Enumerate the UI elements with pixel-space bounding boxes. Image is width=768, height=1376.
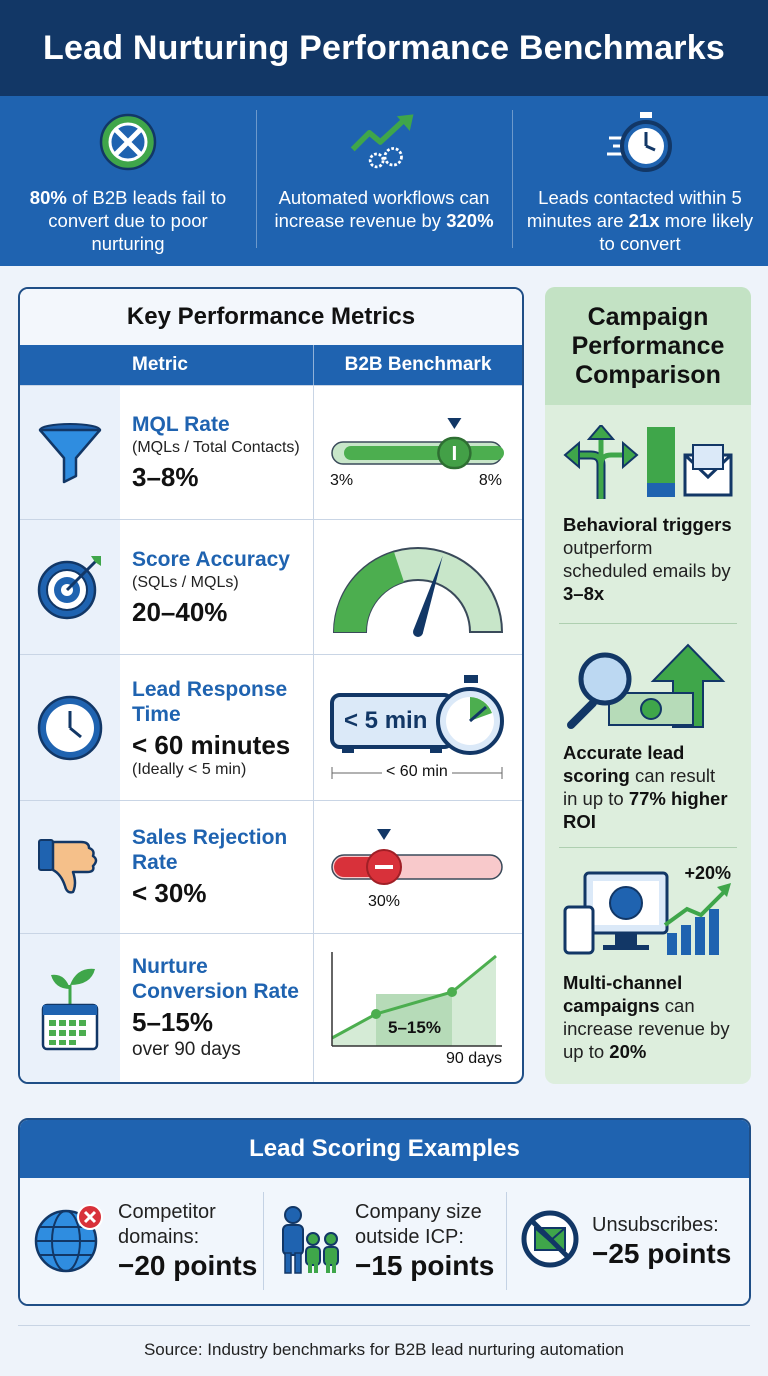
plant-calendar-icon xyxy=(20,934,120,1082)
score-points: −20 points xyxy=(118,1250,258,1281)
branching-arrows-icon xyxy=(563,425,733,501)
mql-range-slider: 3% 8% xyxy=(314,386,522,519)
response-timer-visual: < 5 min < 60 min xyxy=(314,655,522,800)
clock-icon xyxy=(20,655,120,800)
devices-growth-icon: +20% xyxy=(563,863,733,959)
metric-name: Score Accuracy xyxy=(132,547,290,571)
stat-text: 80% of B2B leads fail to convert due to … xyxy=(29,187,227,254)
metric-sub: over 90 days xyxy=(132,1039,241,1060)
revenue-badge: +20% xyxy=(684,863,731,883)
metric-value: 20–40% xyxy=(132,596,228,627)
globe-blocked-icon xyxy=(34,1203,106,1280)
score-unsubscribes: Unsubscribes: −25 points xyxy=(506,1178,749,1304)
accuracy-gauge xyxy=(314,520,522,654)
lead-scoring-title: Lead Scoring Examples xyxy=(20,1120,749,1178)
people-icon xyxy=(277,1203,343,1280)
score-points: −15 points xyxy=(355,1250,495,1281)
side-item-multichannel: +20% Multi-channel campaigns can increas… xyxy=(545,863,751,1063)
magnifier-money-arrow-icon xyxy=(563,639,733,729)
col-metric-header: Metric xyxy=(20,345,314,385)
campaign-comparison-card: Campaign Performance Comparison Behavior… xyxy=(545,287,751,1084)
growth-gears-icon xyxy=(349,110,419,174)
conversion-band-label: 5–15% xyxy=(388,1018,441,1037)
metric-name: Nurture Conversion Rate xyxy=(132,955,299,1003)
no-email-icon xyxy=(520,1209,580,1274)
metric-value: < 30% xyxy=(132,878,207,908)
lead-scoring-card: Lead Scoring Examples Competitor domains… xyxy=(18,1118,751,1306)
metric-name: MQL Rate xyxy=(132,413,230,436)
metric-value: 5–15% xyxy=(132,1007,213,1037)
source-note: Source: Industry benchmarks for B2B lead… xyxy=(143,1340,625,1359)
score-label: Company size outside ICP: xyxy=(355,1201,482,1248)
metric-formula: (SQLs / MQLs) xyxy=(132,573,239,591)
kpi-row-mql-rate: MQL Rate (MQLs / Total Contacts) 3–8% 3%… xyxy=(20,385,522,519)
stat-failed-leads: 80% of B2B leads fail to convert due to … xyxy=(0,96,256,266)
timer-label: < 5 min xyxy=(344,707,428,734)
metric-value: 3–8% xyxy=(132,462,199,492)
stat-text: Leads contacted within 5 minutes are 21x… xyxy=(526,187,754,254)
thumbs-down-icon xyxy=(20,801,120,933)
stopwatch-icon xyxy=(605,110,675,174)
page-title: Lead Nurturing Performance Benchmarks xyxy=(43,28,725,67)
side-item-behavioral: Behavioral triggers outperform scheduled… xyxy=(545,425,751,605)
side-item-lead-scoring: Accurate lead scoring can result in up t… xyxy=(545,639,751,833)
score-points: −25 points xyxy=(592,1237,732,1269)
rejection-slider: 30% xyxy=(314,801,522,933)
stats-band: 80% of B2B leads fail to convert due to … xyxy=(0,96,768,266)
kpi-row-nurture-conversion: Nurture Conversion Rate 5–15% over 90 da… xyxy=(20,933,522,1082)
side-item-text: Behavioral triggers outperform scheduled… xyxy=(563,514,732,604)
chart-x-label: 90 days xyxy=(445,1050,502,1067)
side-card-title: Campaign Performance Comparison xyxy=(545,287,751,405)
source-divider xyxy=(18,1325,750,1326)
metric-formula: (MQLs / Total Contacts) xyxy=(132,439,300,456)
kpi-table-header: Metric B2B Benchmark xyxy=(20,345,522,385)
kpi-row-rejection-rate: Sales Rejection Rate < 30% 30% xyxy=(20,800,522,933)
funnel-icon xyxy=(20,386,120,519)
stat-response-speed: Leads contacted within 5 minutes are 21x… xyxy=(512,96,768,266)
side-item-text: Multi-channel campaigns can increase rev… xyxy=(563,972,730,1062)
metric-note: (Ideally < 5 min) xyxy=(132,760,247,778)
side-item-text: Accurate lead scoring can result in up t… xyxy=(563,742,728,832)
score-label: Competitor domains: xyxy=(118,1201,216,1248)
rejection-marker-label: 30% xyxy=(368,893,401,910)
col-benchmark-header: B2B Benchmark xyxy=(344,354,492,375)
kpi-row-response-time: Lead Response Time < 60 minutes (Ideally… xyxy=(20,654,522,800)
metric-name: Sales Rejection Rate xyxy=(132,826,288,874)
side-divider xyxy=(559,623,737,624)
header-banner: Lead Nurturing Performance Benchmarks xyxy=(0,0,768,96)
metric-name: Lead Response Time xyxy=(132,677,288,726)
kpi-row-score-accuracy: Score Accuracy (SQLs / MQLs) 20–40% xyxy=(20,519,522,654)
target-dart-icon xyxy=(20,520,120,654)
stat-text: Automated workflows can increase revenue… xyxy=(274,187,494,231)
score-label: Unsubscribes: xyxy=(592,1213,719,1236)
mql-max-label: 8% xyxy=(478,472,502,489)
blocked-target-icon xyxy=(93,110,163,174)
kpi-card: Key Performance Metrics Metric B2B Bench… xyxy=(18,287,524,1084)
timer-axis-label: < 60 min xyxy=(382,763,452,781)
side-divider xyxy=(559,847,737,848)
kpi-card-title: Key Performance Metrics xyxy=(20,289,522,345)
conversion-growth-chart: 5–15% 90 days xyxy=(314,934,522,1082)
score-company-size: Company size outside ICP: −15 points xyxy=(263,1178,506,1304)
stat-revenue-increase: Automated workflows can increase revenue… xyxy=(256,96,512,266)
score-competitor-domains: Competitor domains: −20 points xyxy=(20,1178,263,1304)
metric-value: < 60 minutes xyxy=(132,729,291,760)
mql-min-label: 3% xyxy=(330,472,354,489)
